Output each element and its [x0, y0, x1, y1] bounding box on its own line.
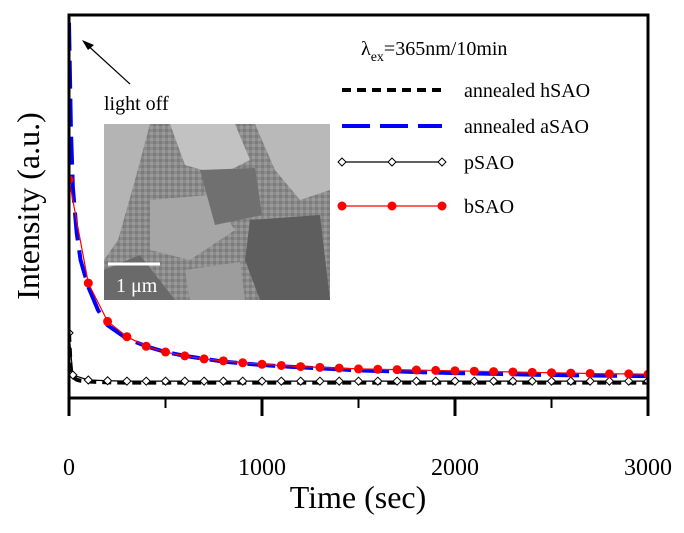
legend-title-sub: ex — [371, 50, 384, 65]
point-2-29 — [604, 376, 615, 386]
series-line-0 — [69, 332, 648, 385]
point-3-25 — [547, 368, 556, 378]
point-2-2 — [83, 375, 94, 385]
point-2-14 — [315, 376, 325, 386]
point-2-3 — [102, 376, 113, 386]
point-3-2 — [103, 316, 113, 326]
inset-scale-label: 1 μm — [116, 275, 158, 297]
legend-title-lambda: λ — [361, 38, 371, 60]
point-2-18 — [392, 376, 402, 386]
point-2-23 — [488, 376, 499, 386]
point-2-16 — [353, 376, 364, 386]
point-3-27 — [585, 368, 595, 378]
legend-label-3: bSAO — [464, 196, 514, 218]
point-3-12 — [296, 362, 306, 372]
point-3-28 — [604, 369, 614, 379]
point-3-10 — [257, 359, 267, 369]
legend-label-1: annealed aSAO — [464, 116, 589, 138]
point-3-3 — [122, 332, 132, 342]
point-3-29 — [624, 369, 634, 379]
point-3-17 — [392, 365, 402, 375]
point-2-9 — [218, 376, 229, 386]
point-2-30 — [623, 376, 634, 386]
point-3-11 — [276, 360, 286, 370]
point-2-12 — [276, 376, 287, 386]
x-tick-label-0: 0 — [63, 455, 75, 481]
point-2-7 — [180, 376, 190, 386]
point-2-24 — [508, 376, 518, 386]
point-2-28 — [585, 376, 595, 386]
legend-title: λex=365nm/10min — [361, 38, 507, 65]
point-2-19 — [411, 376, 422, 386]
point-3-1 — [83, 278, 93, 288]
point-2-6 — [160, 376, 171, 386]
point-2-10 — [237, 376, 248, 386]
x-tick-label-2000: 2000 — [431, 455, 479, 481]
legend-label-2: pSAO — [464, 152, 514, 174]
series-3 — [69, 175, 648, 379]
series-0 — [69, 332, 648, 385]
x-axis: 0 1000 2000 3000 — [63, 398, 672, 481]
point-2-5 — [141, 376, 151, 386]
light-off-label: light off — [104, 93, 169, 115]
point-3-5 — [161, 347, 170, 357]
legend-marker-3-0 — [337, 201, 347, 211]
point-3-7 — [199, 354, 209, 364]
point-2-21 — [450, 376, 460, 386]
point-3-20 — [450, 366, 460, 376]
point-3-21 — [469, 366, 479, 376]
point-2-11 — [257, 376, 267, 386]
point-3-15 — [354, 364, 363, 374]
series-layer — [69, 22, 648, 386]
sem-inset-image — [104, 124, 330, 300]
point-3-19 — [431, 365, 441, 375]
light-off-arrowhead — [82, 40, 94, 50]
point-3-16 — [373, 364, 383, 374]
legend: annealed hSAO annealed aSAO pSAO bSAO — [337, 80, 590, 218]
point-2-8 — [199, 376, 209, 386]
point-2-4 — [122, 376, 132, 386]
point-3-24 — [527, 367, 537, 377]
point-3-22 — [489, 367, 499, 377]
point-3-6 — [180, 351, 190, 361]
legend-marker-3-1 — [387, 201, 397, 211]
point-2-22 — [469, 376, 480, 386]
point-3-23 — [508, 367, 518, 377]
point-2-13 — [295, 376, 306, 386]
point-3-9 — [238, 358, 248, 368]
point-3-8 — [218, 356, 228, 366]
point-2-25 — [527, 376, 537, 386]
x-tick-label-3000: 3000 — [624, 455, 672, 481]
point-2-27 — [566, 376, 576, 386]
point-2-20 — [430, 376, 441, 386]
point-3-4 — [141, 341, 151, 351]
legend-marker-3-2 — [437, 201, 447, 211]
legend-marker-2-1 — [387, 157, 397, 167]
legend-title-rest: =365nm/10min — [384, 38, 508, 60]
point-3-13 — [315, 362, 325, 372]
x-tick-label-1000: 1000 — [238, 455, 286, 481]
legend-marker-2-0 — [337, 157, 347, 167]
point-3-14 — [334, 363, 344, 373]
legend-marker-2-2 — [437, 157, 447, 167]
point-2-17 — [373, 376, 383, 386]
series-2 — [69, 328, 648, 386]
y-axis-title: Intensity (a.u.) — [10, 112, 46, 300]
light-off-arrow — [83, 41, 131, 85]
point-2-15 — [334, 376, 344, 386]
point-3-26 — [566, 368, 576, 378]
x-axis-title: Time (sec) — [290, 479, 427, 515]
legend-label-0: annealed hSAO — [464, 80, 590, 102]
point-3-18 — [411, 365, 421, 375]
point-2-26 — [546, 376, 557, 386]
